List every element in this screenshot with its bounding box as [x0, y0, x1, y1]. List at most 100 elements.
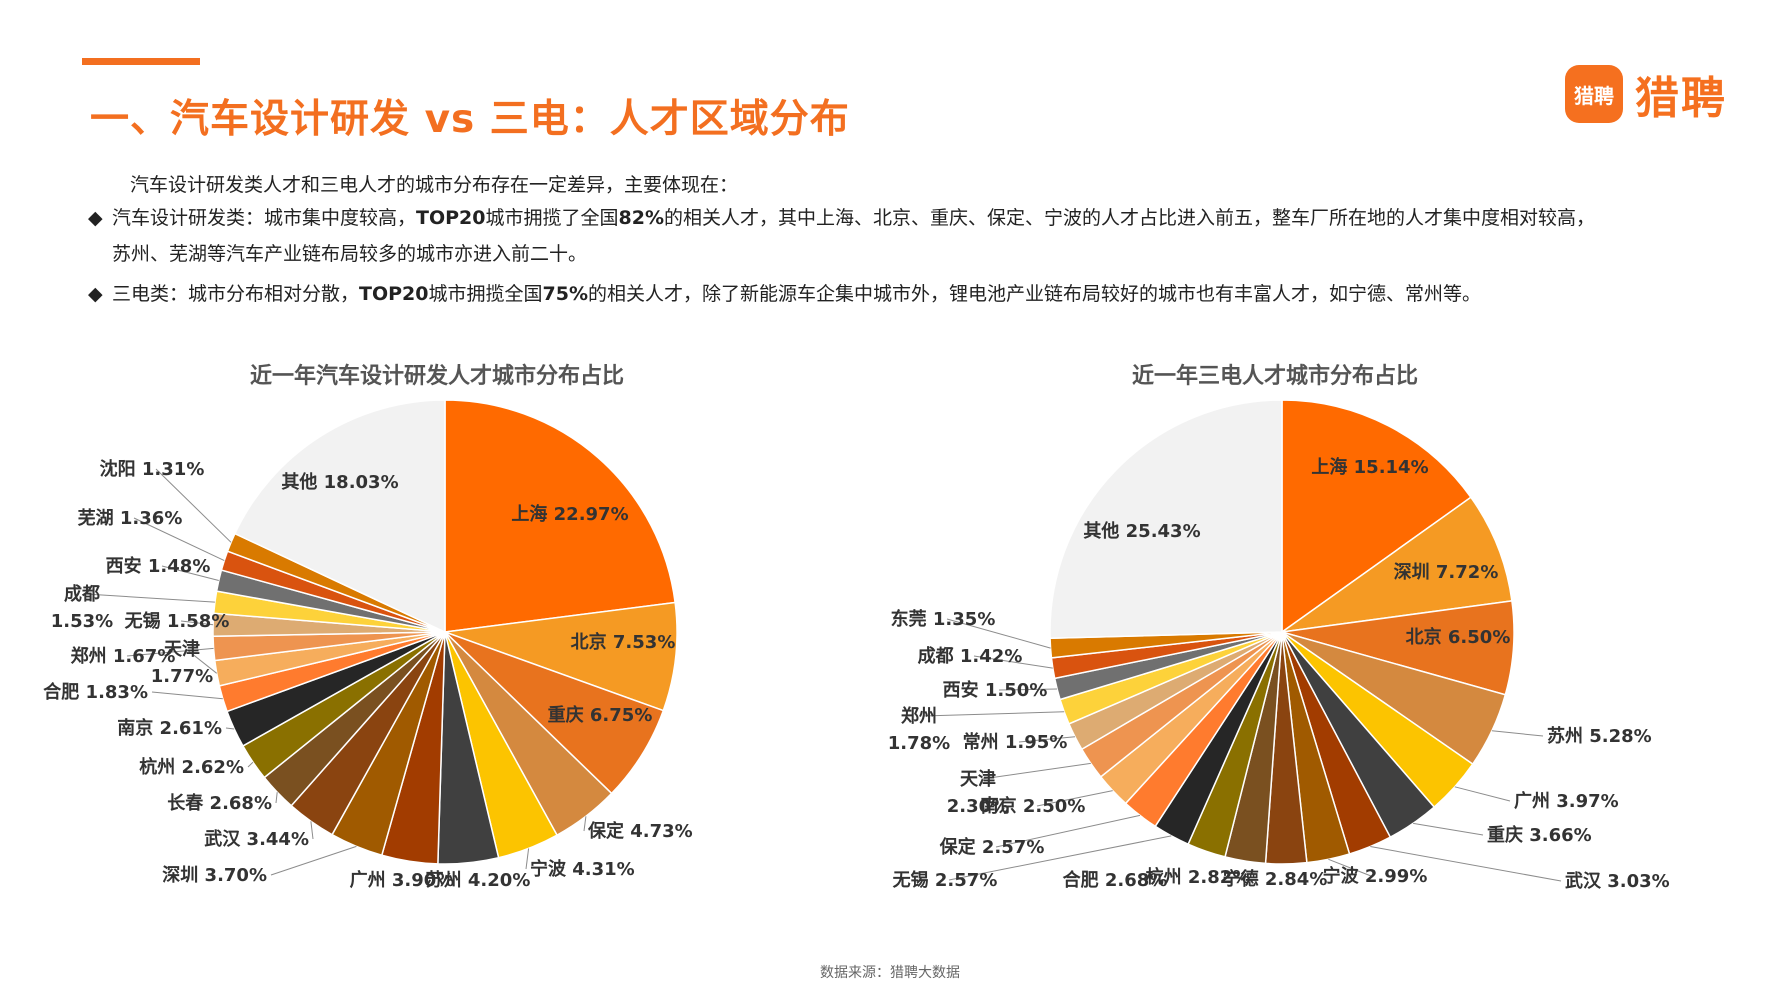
slice-label-郑州: 郑州 1.67%	[71, 645, 176, 667]
leader-line-常州	[1018, 736, 1076, 743]
slice-label-广州: 广州 3.90%	[350, 869, 455, 891]
leader-line-深圳	[270, 845, 357, 876]
slice-label-成都: 成都 1.42%	[918, 645, 1023, 667]
logo-chat-icon: 猎聘	[1565, 65, 1623, 123]
slice-label-东莞: 东莞 1.35%	[891, 608, 996, 630]
intro-text: 汽车设计研发类人才和三电人才的城市分布存在一定差异，主要体现在：	[130, 174, 739, 196]
leader-line-南京	[1036, 790, 1113, 807]
slice-label-上海: 上海 22.97%	[511, 503, 628, 525]
slice-label-宁波: 宁波 4.31%	[530, 858, 635, 880]
bullet-three-electric: ◆ 三电类：城市分布相对分散，TOP20城市拥揽全国75%的相关人才，除了新能源车…	[88, 276, 1708, 312]
leader-line-合肥	[151, 691, 223, 700]
leader-line-芜湖	[133, 517, 225, 562]
leader-line-保定	[995, 814, 1141, 848]
slice-label-重庆: 重庆 6.75%	[548, 704, 653, 726]
slice-label-天津: 天津	[164, 638, 200, 660]
chart-title-auto-design: 近一年汽车设计研发人才城市分布占比	[250, 364, 625, 389]
slice-label-长春: 长春 2.68%	[167, 792, 272, 814]
slice-label-合肥: 合肥 1.83%	[43, 681, 148, 703]
liepin-logo: 猎聘 猎聘	[1565, 62, 1727, 126]
leader-line-杭州	[247, 761, 254, 768]
bullet-emphasis: 82%	[618, 207, 664, 229]
bullet-emphasis: TOP20	[359, 283, 429, 305]
slice-label-深圳: 深圳 7.72%	[1394, 561, 1499, 583]
slice-label-合肥: 合肥 2.68%	[1063, 869, 1168, 891]
bullet-text: 的相关人才，除了新能源车企集中城市外，锂电池产业链布局较好的城市也有丰富人才，如…	[588, 283, 1482, 305]
leader-line-成都	[85, 593, 215, 603]
slice-label-沈阳: 沈阳 1.31%	[100, 458, 205, 480]
slice-label-南京: 南京 2.61%	[117, 717, 222, 739]
leader-line-天津	[185, 648, 218, 674]
leader-line-无锡	[948, 835, 1172, 881]
slice-label-成都: 1.53%	[51, 611, 113, 632]
leader-line-成都	[973, 655, 1053, 669]
diamond-bullet-icon: ◆	[88, 207, 103, 229]
slice-label-南京: 南京 2.50%	[981, 795, 1086, 817]
leader-line-苏州	[1491, 730, 1544, 737]
leader-line-郑州	[126, 647, 214, 657]
pie-slice-上海	[444, 399, 676, 633]
slice-label-成都: 成都	[64, 583, 100, 605]
slice-label-北京: 北京 7.53%	[571, 631, 676, 653]
pie-slice-其他	[1049, 399, 1283, 640]
leader-line-东莞	[946, 618, 1051, 649]
slice-label-天津: 天津	[960, 768, 996, 790]
slice-label-重庆: 重庆 3.66%	[1487, 824, 1592, 846]
pie-slice-其他	[233, 399, 446, 634]
pie-slice-深圳	[1281, 496, 1513, 633]
leader-line-武汉	[310, 821, 314, 840]
logo-wordmark: 猎聘	[1635, 73, 1727, 124]
bullet-text: 汽车设计研发类：城市集中度较高，	[112, 207, 417, 229]
slice-label-郑州: 郑州	[901, 705, 937, 727]
slice-label-杭州: 杭州 2.82%	[1146, 866, 1251, 888]
slice-label-其他: 其他 25.43%	[1083, 520, 1200, 542]
leader-line-宁波	[1328, 858, 1372, 877]
slice-label-苏州: 苏州 5.28%	[1547, 725, 1652, 747]
diamond-bullet-icon: ◆	[88, 283, 103, 305]
slice-label-保定: 保定 4.73%	[587, 820, 693, 842]
slice-label-芜湖: 芜湖 1.36%	[78, 507, 183, 529]
slice-label-郑州: 1.78%	[888, 733, 950, 754]
page-title: 一、汽车设计研发 vs 三电：人才区域分布	[90, 97, 850, 142]
slice-label-无锡: 无锡 2.57%	[893, 869, 998, 891]
leader-line-宁波	[525, 848, 530, 870]
slice-label-深圳: 深圳 3.70%	[162, 864, 267, 886]
pie-slice-北京	[444, 601, 678, 712]
slice-label-北京: 北京 6.50%	[1406, 626, 1511, 648]
bullet-text: 城市拥揽了全国	[485, 207, 619, 229]
bullet-text: 的相关人才，其中上海、北京、重庆、保定、宁波的人才占比进入前五，整车厂所在地的人…	[664, 207, 1596, 229]
leader-line-保定	[583, 816, 587, 832]
slice-label-武汉: 武汉 3.44%	[204, 829, 309, 850]
bullet-emphasis: TOP20	[416, 207, 486, 229]
slice-label-上海: 上海 15.14%	[1311, 456, 1428, 478]
leader-line-武汉	[1370, 846, 1562, 882]
chart-title-three-electric: 近一年三电人才城市分布占比	[1132, 364, 1419, 389]
leader-line-无锡	[180, 620, 214, 626]
slice-label-西安: 西安 1.48%	[106, 555, 211, 577]
slice-label-其他: 其他 18.03%	[281, 471, 398, 493]
slice-label-宁德: 宁德 2.84%	[1223, 868, 1328, 890]
slice-label-天津: 2.30%	[947, 796, 1009, 817]
header-accent-bar	[82, 58, 200, 65]
pie-slice-上海	[1281, 399, 1472, 634]
bullet-emphasis: 75%	[542, 283, 588, 305]
leader-line-西安	[998, 688, 1058, 691]
data-source: 数据来源：猎聘大数据	[820, 965, 960, 981]
slice-label-天津: 1.77%	[151, 666, 213, 687]
slice-label-广州: 广州 3.97%	[1514, 790, 1619, 812]
leader-line-南京	[225, 727, 235, 730]
slice-label-苏州: 苏州 4.20%	[426, 869, 531, 891]
slice-label-西安: 西安 1.50%	[943, 679, 1048, 701]
slice-label-宁波: 宁波 2.99%	[1323, 865, 1428, 887]
leader-line-西安	[161, 565, 219, 581]
bullet-text: 三电类：城市分布相对分散，	[112, 283, 360, 305]
leader-line-郑州	[922, 711, 1065, 717]
slice-label-武汉: 武汉 3.03%	[1565, 871, 1670, 892]
slice-label-杭州: 杭州 2.62%	[139, 756, 244, 778]
slice-label-无锡: 无锡 1.58%	[125, 610, 230, 632]
leader-line-广州	[1454, 786, 1511, 802]
leader-line-沈阳	[155, 468, 232, 543]
slice-label-保定: 保定 2.57%	[939, 836, 1045, 858]
bullet-text: 城市拥揽全国	[428, 283, 543, 305]
